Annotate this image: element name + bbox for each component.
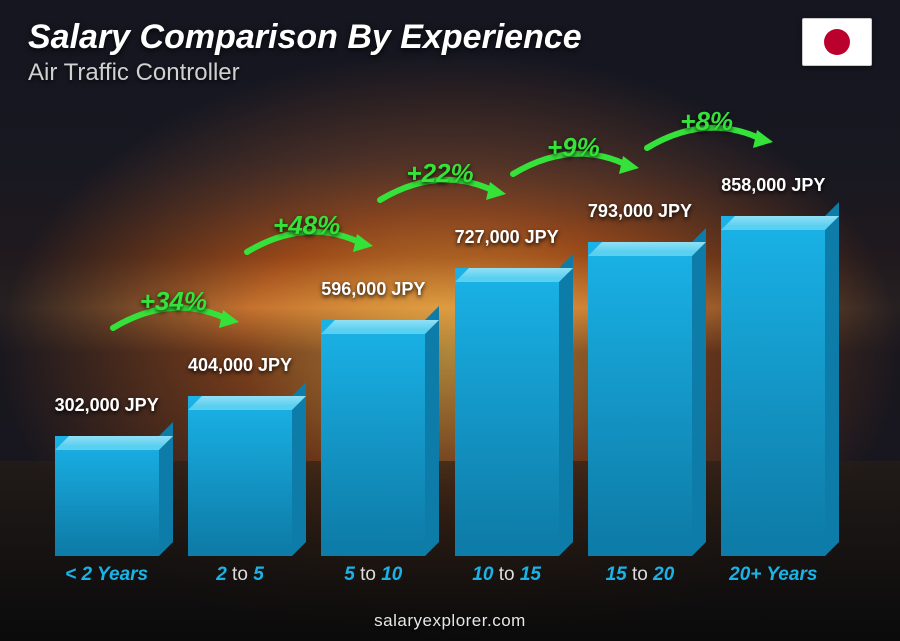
bar-column: 793,000 JPY [578,242,702,556]
bar-side [425,306,439,556]
increase-percent: +22% [406,158,473,189]
bar-column: 404,000 JPY [178,396,302,556]
header: Salary Comparison By Experience Air Traf… [28,18,872,87]
increase-percent: +9% [547,132,600,163]
bar-column: 858,000 JPY [711,216,835,556]
bar-front [588,242,692,556]
bar-side [559,254,573,556]
bar-top [55,436,173,450]
footer-credit: salaryexplorer.com [0,611,900,631]
bar-value-label: 302,000 JPY [55,395,159,416]
bar-value-label: 404,000 JPY [188,355,292,376]
bar-front [321,320,425,556]
increase-percent: +34% [140,286,207,317]
bar-top [321,320,439,334]
salary-bar-chart: 302,000 JPY 404,000 JPY 596,000 JPY 727,000… [40,110,840,586]
x-axis-label: 10 to 15 [445,564,569,586]
bar: 858,000 JPY [721,216,825,556]
bar-front [455,268,559,556]
bar-side [292,382,306,556]
japan-flag-icon [802,18,872,66]
page-subtitle: Air Traffic Controller [28,59,582,87]
bar-side [692,228,706,556]
x-axis-label: < 2 Years [45,564,169,586]
increase-badge: +8% [637,106,777,156]
bar-column: 727,000 JPY [445,268,569,556]
bar-value-label: 793,000 JPY [588,201,692,222]
bar-column: 596,000 JPY [311,320,435,556]
bar-front [188,396,292,556]
increase-badge: +34% [103,286,243,336]
increase-percent: +48% [273,210,340,241]
bar-top [188,396,306,410]
bar: 793,000 JPY [588,242,692,556]
bar-front [55,436,159,556]
x-axis-label: 5 to 10 [311,564,435,586]
bar: 596,000 JPY [321,320,425,556]
bar-column: 302,000 JPY [45,436,169,556]
title-block: Salary Comparison By Experience Air Traf… [28,18,582,87]
bar-front [721,216,825,556]
increase-percent: +8% [680,106,733,137]
x-axis-label: 20+ Years [711,564,835,586]
bar: 727,000 JPY [455,268,559,556]
flag-dot [824,29,850,55]
bar-top [721,216,839,230]
x-axis-labels: < 2 Years 2 to 5 5 to 10 10 to 15 15 to 20 20… [40,564,840,586]
increase-badge: +48% [237,210,377,260]
bar: 404,000 JPY [188,396,292,556]
bar-top [588,242,706,256]
bar-value-label: 727,000 JPY [455,227,559,248]
x-axis-label: 15 to 20 [578,564,702,586]
increase-badge: +9% [503,132,643,182]
x-axis-label: 2 to 5 [178,564,302,586]
bar-value-label: 596,000 JPY [321,279,425,300]
increase-badge: +22% [370,158,510,208]
bar: 302,000 JPY [55,436,159,556]
bar-side [825,202,839,556]
page-title: Salary Comparison By Experience [28,18,582,57]
bar-value-label: 858,000 JPY [721,175,825,196]
bar-top [455,268,573,282]
